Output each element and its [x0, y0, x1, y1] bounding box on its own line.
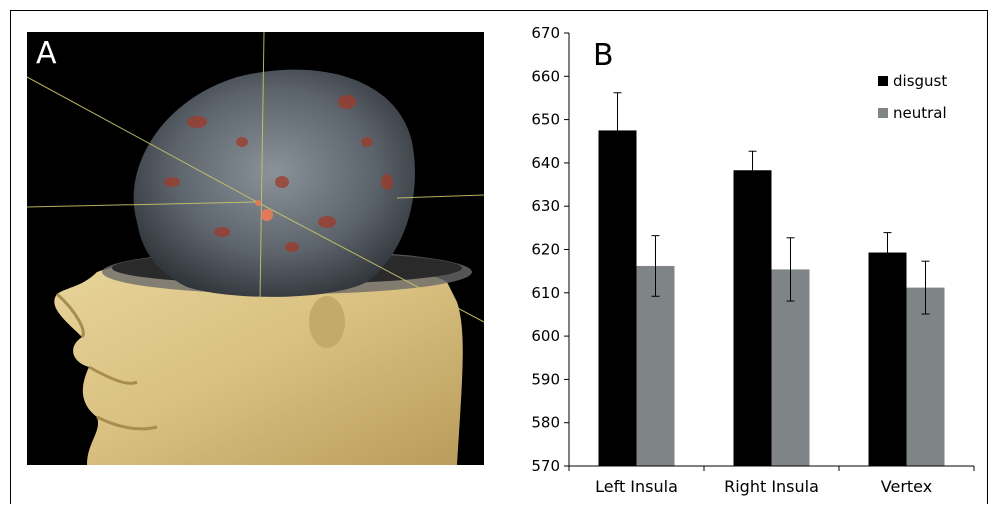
x-category-label: Vertex — [881, 477, 932, 496]
x-category-label: Left Insula — [595, 477, 678, 496]
legend-label-disgust: disgust — [893, 72, 947, 90]
figure-frame — [10, 10, 988, 504]
legend-swatch-disgust — [878, 76, 888, 86]
bars-group — [598, 92, 945, 467]
y-tick-label: 610 — [531, 284, 560, 302]
bar-neutral — [636, 265, 675, 466]
y-tick-label: 580 — [531, 414, 560, 432]
legend-swatch-neutral — [878, 108, 888, 118]
bar-chart: B 570 580 590 600 610 620 630 640 650 660 670 Left… — [531, 24, 975, 496]
panel-label-a: A — [36, 36, 57, 71]
y-axis: 570 580 590 600 610 620 630 640 650 660 670 — [531, 24, 570, 475]
y-tick-label: 620 — [531, 241, 560, 259]
bar-disgust — [598, 130, 637, 467]
y-tick-label: 590 — [531, 370, 560, 388]
x-category-label: Right Insula — [724, 477, 819, 496]
bar-neutral — [771, 269, 810, 466]
brain-render-image — [27, 32, 484, 465]
y-tick-label: 570 — [531, 457, 560, 475]
y-tick-label: 600 — [531, 327, 560, 345]
x-axis: Left Insula Right Insula Vertex — [568, 465, 975, 496]
bar-disgust — [733, 170, 772, 467]
y-tick-label: 670 — [531, 24, 560, 42]
bar-disgust — [868, 252, 907, 466]
bar-neutral — [906, 287, 945, 466]
y-tick-label: 630 — [531, 197, 560, 215]
y-tick-label: 640 — [531, 154, 560, 172]
y-tick-label: 660 — [531, 67, 560, 85]
panel-label-b: B — [593, 38, 614, 73]
y-tick-label: 650 — [531, 111, 560, 129]
legend: disgust neutral — [878, 72, 947, 122]
legend-label-neutral: neutral — [893, 104, 947, 122]
